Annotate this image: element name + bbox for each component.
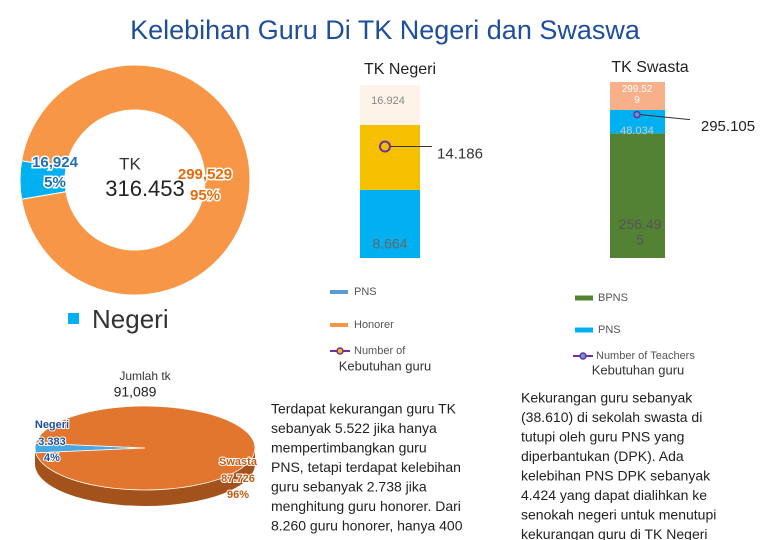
bar-segment (360, 189, 420, 258)
paragraph-line: Kekurangan guru sebanyak (521, 390, 693, 406)
bar-label: 48.034 (620, 125, 654, 137)
legend-marker (579, 352, 587, 360)
bar-label: 8.260 (371, 168, 409, 185)
pie-label: Negeri (35, 419, 69, 431)
paragraph-line: PNS, tetapi terdapat kelebihan (271, 459, 461, 475)
legend-label: Number of Teachers (596, 350, 695, 362)
bar-label: 8.664 (372, 236, 407, 252)
percent-label: 95% (190, 187, 220, 204)
legend-label: Honorer (354, 319, 394, 331)
total-area (610, 82, 665, 110)
chart-title: TK Negeri (364, 61, 436, 78)
donut-slice (21, 64, 251, 296)
leader (639, 114, 691, 121)
legend-swatch (68, 313, 79, 324)
pie-label: 3.383 (38, 436, 66, 448)
pie-label: Swasta (219, 456, 258, 468)
value-label: 16,924 (32, 154, 79, 171)
paragraph-line: (38.610) di sekolah swasta di (521, 409, 702, 425)
need-label: 295.105 (701, 118, 755, 135)
pie-slice (35, 405, 256, 491)
total-label: 299.52 9 (622, 84, 653, 106)
paragraph-line: senokah negeri untuk menutupi (521, 507, 716, 523)
legend-label: PNS (598, 324, 621, 336)
donut-center-label: TK (119, 154, 141, 173)
paragraph-line: 8.260 guru honorer, hanya 400 (271, 518, 463, 534)
need-marker (379, 140, 391, 153)
need-label: 14.186 (437, 145, 483, 162)
paragraph-line: diperbantukan (DPK). Ada (521, 448, 684, 464)
paragraph-line: kekurangan guru di TK Negeri (521, 526, 708, 540)
paragraph-line: guru sebanyak 2.738 jika (271, 479, 427, 495)
value-label: 299,529 (178, 166, 232, 183)
paragraph-line: kelebihan PNS DPK sebanyak (521, 468, 711, 484)
paragraph-line: mempertimbangkan guru (271, 440, 427, 456)
percent-label: 5% (44, 174, 66, 191)
bar-segment (610, 133, 665, 258)
pie-label: 4% (44, 452, 60, 464)
need-marker (633, 110, 641, 119)
bar-segment (360, 125, 420, 190)
paragraph-line: menghitung guru honorer. Dari (271, 498, 461, 514)
paragraph-line: Terdapat kekurangan guru TK (271, 401, 457, 417)
donut-center-value: 316.453 (105, 176, 185, 201)
total-area (360, 85, 420, 125)
caption: Kebutuhan guru (592, 362, 685, 377)
paragraph-line: tutupi oleh guru PNS yang (521, 429, 684, 445)
legend-marker (336, 347, 344, 355)
pie-side (35, 448, 255, 506)
legend-label: BPNS (598, 292, 628, 304)
chart-title: TK Swasta (611, 59, 688, 76)
title: Kelebihan Guru Di TK Negeri dan Swaswa (130, 15, 641, 45)
legend-label: Negeri (92, 304, 169, 334)
paragraph-line: 4.424 yang dapat dialihkan ke (521, 487, 707, 503)
pie-title: Jumlah tk (119, 369, 171, 383)
bar-label: 256.49 5 (619, 216, 662, 247)
legend-label: PNS (354, 286, 377, 298)
total-label: 16.924 (371, 95, 405, 107)
legend-label: Number of (354, 345, 406, 357)
caption: Kebutuhan guru (339, 358, 432, 373)
pie-total: 91,089 (114, 384, 157, 400)
pie-label: 96% (227, 489, 249, 501)
pie-label: 87.726 (221, 473, 255, 485)
paragraph-line: sebanyak 5.522 jika hanya (271, 420, 437, 436)
